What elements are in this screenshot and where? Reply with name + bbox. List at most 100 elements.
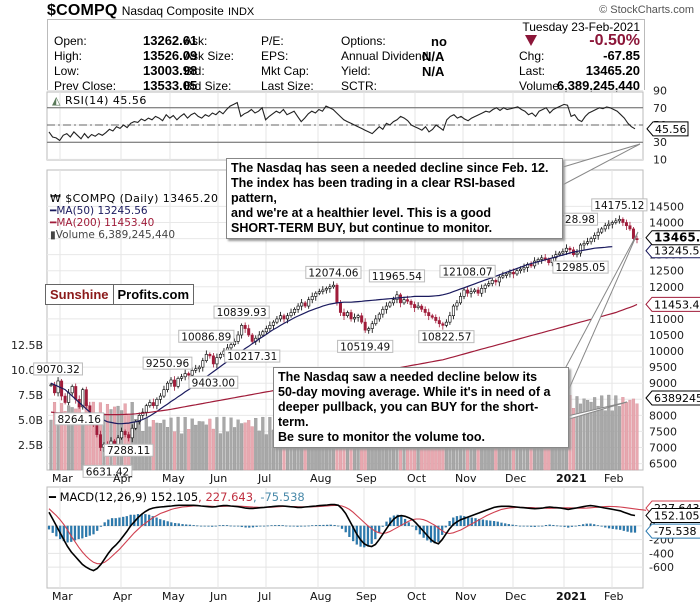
macd-histogram-bar: [218, 525, 221, 527]
candle-body: [271, 321, 275, 326]
macd-histogram-bar: [196, 525, 199, 527]
macd-histogram-bar: [574, 525, 577, 527]
eps-label: EPS:: [261, 49, 289, 63]
macd-histogram-bar: [478, 518, 481, 527]
volume-tick-label: 12.5B: [11, 339, 43, 352]
macd-histogram-bar: [73, 525, 77, 541]
ma50-last-label: 13245.56: [654, 245, 700, 258]
macd-line: [48, 503, 636, 572]
candle-body: [596, 231, 600, 236]
volume-bar: [197, 421, 201, 471]
candle-body: [614, 220, 618, 223]
volume-bar: [225, 431, 230, 471]
candle-body: [607, 223, 611, 227]
volume-tick-label: 7.5B: [18, 389, 43, 402]
candle-body: [98, 434, 102, 448]
x-tick-label: May: [162, 590, 185, 603]
volume-tick-label: 2.5B: [18, 439, 43, 452]
macd-histogram-bar: [600, 525, 603, 527]
macd-histogram-bar: [492, 521, 496, 527]
macd-histogram-bar: [463, 516, 466, 527]
candle-body: [557, 252, 561, 255]
macd-tick-label: -600: [649, 561, 674, 574]
macd-histogram-bar: [318, 524, 321, 527]
macd-histogram-bar: [125, 516, 128, 527]
macd-histogram-bar: [337, 525, 340, 527]
volume-bar: [187, 429, 191, 471]
volume-bar: [257, 430, 261, 471]
prev-close-label: Prev Close:: [54, 79, 117, 93]
legend-volume: ▮Volume 6,389,245,440: [50, 229, 176, 241]
macd-histogram-bar: [96, 525, 99, 531]
macd-histogram-bar: [174, 523, 177, 527]
x-tick-label: Jul: [257, 472, 271, 485]
candle-body: [600, 228, 604, 233]
macd-histogram-bar: [51, 525, 54, 533]
volume-bar: [261, 416, 265, 471]
volume-bar: [204, 424, 208, 471]
yield-label: Yield:: [341, 64, 371, 78]
macd-histogram-bar: [274, 525, 277, 527]
candle-body: [286, 315, 290, 320]
candle-body: [589, 238, 593, 243]
macd-histogram-bar: [522, 525, 525, 527]
macd-histogram-bar: [285, 525, 288, 527]
x-tick-label: Aug: [310, 590, 331, 603]
volume-bar: [600, 395, 604, 471]
candle-body: [522, 267, 526, 270]
candle-body: [575, 252, 579, 255]
price-annotation: 8264.16: [58, 414, 102, 426]
last-price-label: 13465.20: [654, 231, 700, 245]
price-annotation-box: [142, 356, 193, 370]
candle-body: [204, 353, 208, 362]
volume-bars-icon: ▮: [50, 229, 56, 241]
macd-histogram-bar: [344, 525, 347, 533]
candle-body: [240, 325, 244, 336]
volume-bar: [635, 403, 639, 471]
macd-histogram-bar: [496, 521, 499, 527]
candle-body: [335, 284, 339, 304]
volume-bar: [254, 418, 258, 471]
macd-histogram-bar: [77, 525, 80, 540]
x-tick-label: Feb: [604, 472, 623, 485]
macd-last-label: 152.105: [654, 509, 700, 522]
candle-body: [501, 275, 505, 278]
candle-body: [187, 373, 191, 376]
price-legend: ₩ $COMPQ (Daily) 13465.20 ━MA(50) 13245.…: [50, 193, 218, 242]
candle-body: [173, 379, 177, 387]
macd-histogram-bar: [259, 525, 262, 527]
candle-body: [338, 302, 342, 313]
volume-bar: [137, 416, 141, 471]
macd-panel: 0-200-400-600227.643152.105-75.538: [46, 486, 700, 589]
volume-bar: [176, 416, 180, 471]
ma50-line: [50, 246, 613, 425]
macd-histogram-bar: [530, 525, 533, 527]
candle-body: [130, 427, 134, 439]
price-annotation: 12108.07: [442, 266, 492, 278]
signal-value: 227.643: [205, 490, 254, 504]
volume-value: 6,389,245,440: [556, 78, 640, 93]
macd-histogram-bar: [489, 520, 492, 527]
price-tick-label: 9500: [649, 361, 677, 374]
macd-histogram-bar: [255, 525, 258, 527]
macd-histogram-bar: [593, 524, 596, 527]
candle-body: [303, 302, 307, 307]
candle-body: [540, 257, 544, 260]
macd-histogram-bar: [611, 525, 614, 529]
rsi-line: [48, 101, 636, 142]
macd-histogram-bar: [589, 523, 592, 527]
volume-bar: [218, 433, 222, 471]
macd-histogram-bar: [237, 525, 240, 527]
macd-signal-line: [48, 504, 647, 565]
price-annotation: 10086.89: [181, 331, 231, 343]
macd-histogram-bar: [418, 525, 421, 535]
volume-bar: [582, 398, 586, 471]
price-annotation-box: [337, 339, 394, 353]
candle-body: [356, 315, 360, 318]
price-annotation: 9403.00: [192, 377, 235, 389]
macd-hist-last-tag: [645, 523, 700, 539]
macd-histogram-bar: [363, 525, 366, 548]
chg-value: -67.85: [603, 48, 640, 63]
candle-body: [448, 315, 452, 323]
candle-body: [208, 353, 212, 357]
